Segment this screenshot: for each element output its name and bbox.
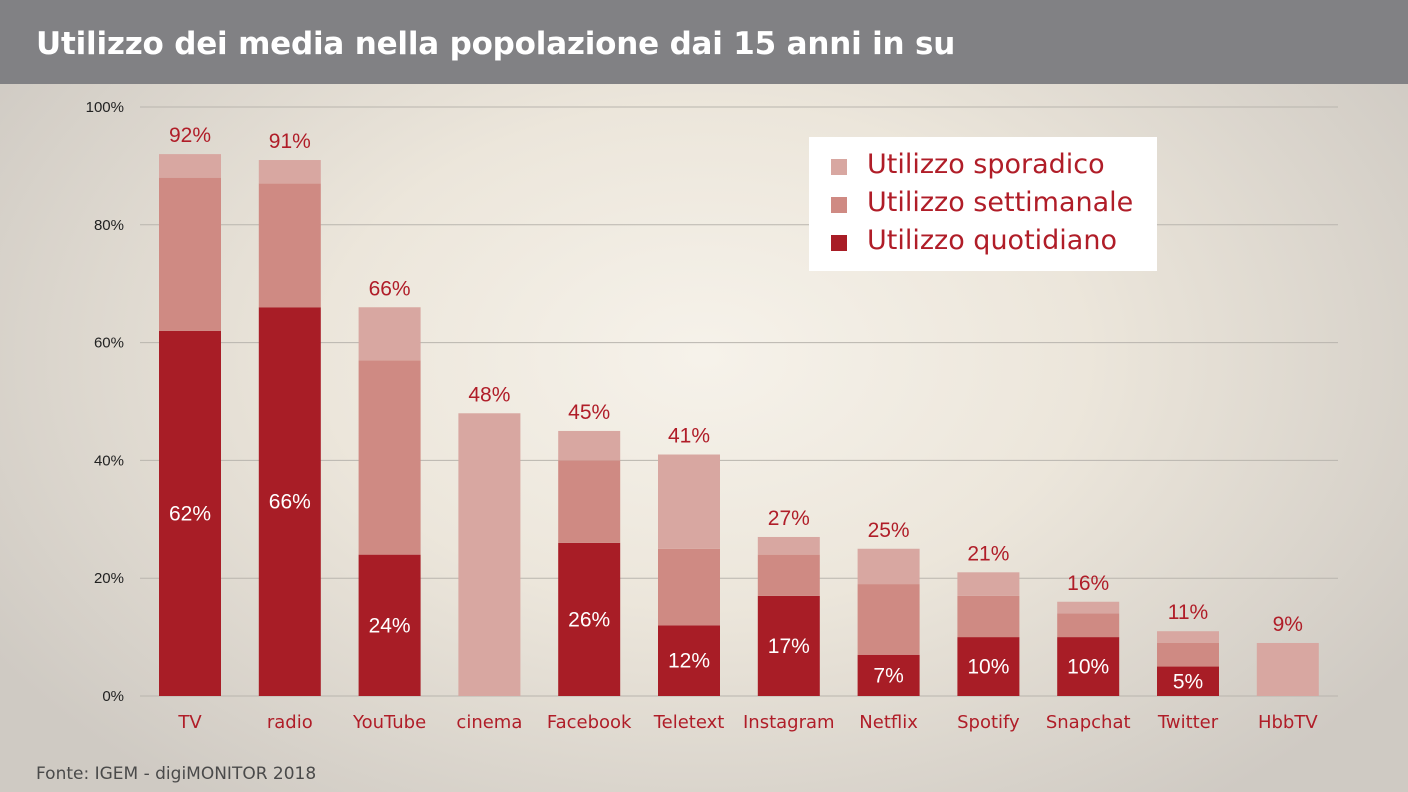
bar-segment-sporadic: [757, 536, 820, 555]
bar-segment-daily: [757, 595, 820, 696]
total-label: 11%: [1168, 601, 1208, 624]
stacked-bar-chart: 0% 20% 40% 60% 80% 100% 92% 62% TV 91% 66% radio 66%…: [86, 99, 1338, 733]
bar-segment-sporadic: [358, 307, 421, 361]
bar-segment-weekly: [358, 360, 421, 555]
bar-segment-sporadic: [1157, 631, 1219, 643]
category-label: cinema: [456, 712, 522, 733]
bar-segment-sporadic: [1057, 601, 1120, 614]
bar-segment-sporadic: [857, 548, 920, 585]
legend-label-sporadic: Utilizzo sporadico: [867, 149, 1105, 180]
bar-segment-daily: [1157, 666, 1219, 696]
chart-legend: Utilizzo sporadico Utilizzo settimanale …: [809, 137, 1157, 271]
y-tick-label: 100%: [86, 99, 124, 116]
total-label: 92%: [169, 124, 211, 147]
daily-label: 26%: [568, 608, 610, 631]
category-label: Snapchat: [1046, 712, 1131, 733]
bar-segment-weekly: [757, 554, 820, 596]
bar-segment-sporadic: [558, 430, 621, 461]
category-label: radio: [267, 712, 313, 733]
bar-segment-daily: [258, 307, 321, 696]
legend-label-weekly: Utilizzo settimanale: [867, 187, 1134, 218]
bar-segment-sporadic: [1256, 642, 1319, 696]
bar-segment-sporadic: [159, 154, 221, 178]
legend-label-daily: Utilizzo quotidiano: [867, 225, 1117, 256]
legend-swatch-daily: [831, 235, 847, 251]
total-label: 91%: [269, 130, 311, 153]
category-label: Twitter: [1157, 712, 1219, 733]
bar-segment-daily: [957, 637, 1020, 696]
bar-segment-daily: [658, 625, 720, 696]
total-label: 21%: [967, 542, 1009, 565]
page-title: Utilizzo dei media nella popolazione dai…: [36, 26, 956, 62]
category-label: Facebook: [547, 712, 632, 733]
category-label: Spotify: [957, 712, 1020, 733]
bar-segment-weekly: [1157, 642, 1219, 667]
daily-label: 5%: [1173, 670, 1203, 693]
daily-label: 12%: [668, 650, 710, 673]
bar-segment-weekly: [658, 548, 720, 626]
total-label: 9%: [1273, 613, 1303, 636]
legend-item-sporadic: Utilizzo sporadico: [809, 145, 1157, 183]
legend-swatch-weekly: [831, 197, 847, 213]
category-label: TV: [177, 712, 202, 733]
legend-swatch-sporadic: [831, 159, 847, 175]
bar-segment-weekly: [857, 584, 920, 655]
category-label: YouTube: [352, 712, 426, 733]
daily-label: 66%: [269, 491, 311, 514]
y-tick-label: 80%: [94, 217, 124, 234]
total-label: 16%: [1067, 572, 1109, 595]
daily-label: 7%: [873, 664, 903, 687]
y-tick-label: 40%: [94, 452, 124, 469]
category-label: Instagram: [743, 712, 835, 733]
bar-segment-sporadic: [458, 413, 521, 696]
bar-segment-weekly: [258, 183, 321, 308]
y-tick-label: 60%: [94, 335, 124, 352]
bar-segment-daily: [558, 542, 621, 696]
source-note: Fonte: IGEM - digiMONITOR 2018: [36, 764, 317, 784]
total-label: 27%: [768, 507, 810, 530]
total-label: 45%: [568, 401, 610, 424]
y-tick-label: 0%: [102, 688, 124, 705]
bar-segment-daily: [159, 330, 221, 696]
category-label: HbbTV: [1258, 712, 1318, 733]
total-label: 66%: [369, 277, 411, 300]
title-bar: Utilizzo dei media nella popolazione dai…: [0, 0, 1408, 84]
total-label: 41%: [668, 425, 710, 448]
daily-label: 10%: [967, 656, 1009, 679]
bar-segment-sporadic: [957, 572, 1020, 596]
y-tick-label: 20%: [94, 570, 124, 587]
category-label: Netflix: [859, 712, 918, 733]
bar-segment-weekly: [159, 177, 221, 331]
bar-segment-sporadic: [258, 160, 321, 184]
daily-label: 62%: [169, 502, 211, 525]
bar-segment-sporadic: [658, 454, 720, 549]
legend-item-daily: Utilizzo quotidiano: [809, 221, 1157, 259]
bar-segment-weekly: [1057, 613, 1120, 638]
daily-label: 10%: [1067, 656, 1109, 679]
category-label: Teletext: [653, 712, 725, 733]
total-label: 25%: [868, 519, 910, 542]
daily-label: 24%: [369, 614, 411, 637]
bar-segment-weekly: [558, 460, 621, 543]
bar-segment-daily: [857, 654, 920, 696]
legend-item-weekly: Utilizzo settimanale: [809, 183, 1157, 221]
bar-segment-weekly: [957, 595, 1020, 638]
bar-segment-daily: [358, 554, 421, 696]
daily-label: 17%: [768, 635, 810, 658]
bar-segment-daily: [1057, 637, 1120, 696]
total-label: 48%: [468, 383, 510, 406]
